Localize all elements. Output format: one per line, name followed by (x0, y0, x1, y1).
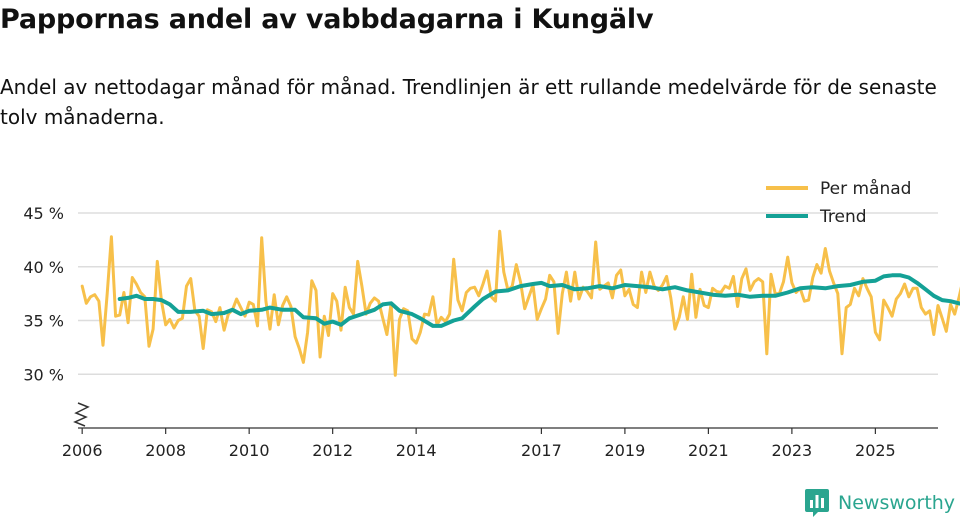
series-lines (80, 229, 960, 377)
y-axis-break-icon (73, 402, 90, 427)
x-tick-label: 2021 (688, 441, 729, 460)
x-tick-label: 2017 (521, 441, 562, 460)
x-tick-label: 2023 (772, 441, 813, 460)
series-line-trend (117, 273, 960, 328)
x-tick-label: 2014 (396, 441, 437, 460)
y-tick-label: 40 % (23, 258, 64, 277)
x-tick-label: 2025 (855, 441, 896, 460)
legend-label-trend: Trend (819, 207, 867, 227)
chart-title: Pappornas andel av vabbdagarna i Kungälv (0, 4, 654, 35)
brand-logo[interactable]: Newsworthy (804, 488, 955, 518)
x-tick-label: 2019 (605, 441, 646, 460)
x-tick-label: 2012 (312, 441, 353, 460)
y-axis: 45 % 40 % 35 % 30 % (23, 204, 64, 384)
x-tick-label: 2008 (145, 441, 186, 460)
y-tick-label: 30 % (23, 365, 64, 384)
legend-label-per-manad: Per månad (820, 178, 911, 199)
y-tick-label: 35 % (23, 312, 64, 331)
chart-subtitle: Andel av nettodagar månad för månad. Tre… (0, 75, 937, 129)
x-tick-label: 2010 (229, 441, 270, 460)
legend: Per månad Trend (766, 178, 911, 227)
brand-name: Newsworthy (838, 492, 956, 514)
y-tick-label: 45 % (23, 204, 64, 223)
series-line-per-manad (80, 229, 960, 377)
x-axis: 2006 2008 2010 2012 2014 2017 2019 2021 2023 2025 (62, 427, 938, 460)
x-tick-label: 2006 (62, 441, 103, 460)
bar-chart-logo-icon (805, 489, 829, 517)
